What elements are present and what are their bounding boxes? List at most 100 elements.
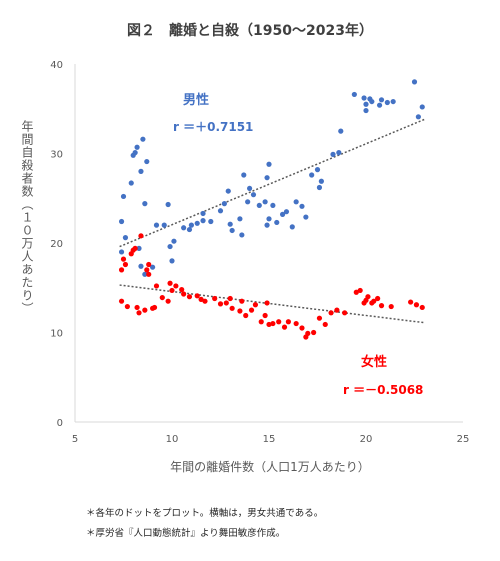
male-data-point [225,188,231,194]
male-data-point [247,185,253,192]
male-data-point [241,172,247,178]
male-data-point [363,107,369,114]
female-data-point [179,286,185,293]
male-data-point [136,245,142,251]
y-tick-label: 0 [57,418,63,429]
female-data-point [186,294,193,300]
footnote-source: ＊厚労省『人口動態統計』より舞田敏彦作成。 [86,528,286,539]
female-data-point [124,303,130,310]
male-data-point [140,136,146,142]
chart-title: 図２ 離婚と自殺（1950〜2023年） [127,23,373,39]
y-tick-label: 30 [50,150,63,161]
female-data-point [388,303,394,310]
male-data-point [256,202,262,209]
male-data-point [167,243,173,250]
male-data-point [266,216,272,222]
male-data-point [363,101,369,107]
male-data-point [419,104,425,110]
male-data-point [314,167,321,173]
female-data-point [419,304,425,311]
male-data-point [369,98,375,105]
male-data-point [118,218,125,225]
male-data-point [161,222,167,228]
male-data-point [144,158,150,165]
male-data-point [245,199,251,205]
x-axis-label: 年間の離婚件数（人口1万人あたり） [170,460,370,474]
male-data-point [274,219,280,226]
female-data-point [342,310,348,316]
female-data-point [223,300,229,306]
male-data-point [132,150,138,156]
female-data-point [262,312,268,319]
male-data-point [208,218,214,225]
female-data-point [146,261,152,268]
female-data-point [353,289,359,295]
male-data-point [120,193,127,200]
female-data-point [229,305,235,311]
female-data-point [258,319,264,325]
female-data-point [118,298,125,304]
x-tick-label: 10 [166,434,179,445]
male-data-point [289,224,295,230]
male-data-point [200,218,206,224]
female-data-point [316,315,323,321]
y-tick-label: 10 [50,329,63,340]
female-data-point [281,324,288,330]
female-data-point [194,293,200,299]
male-data-point [351,91,357,98]
male-data-point [128,180,134,186]
male-data-point [142,271,148,277]
female-data-point [237,308,243,314]
male-data-point [378,97,385,103]
female-data-point [371,298,377,304]
female-data-point [413,302,420,308]
male-data-point [118,249,125,255]
female-data-point [198,296,204,302]
female-data-point [146,271,152,277]
male-data-point [376,102,383,108]
female-data-point [357,287,363,294]
female-series-label: 女性 [361,354,387,370]
x-tick-label: 15 [263,434,276,445]
male-data-point [390,98,396,105]
male-data-point [411,79,418,85]
x-tick-label: 5 [72,434,78,445]
female-data-point [118,267,125,273]
x-tick-label: 20 [360,434,373,445]
footnote-method: ＊各年のドットをプロット。横軸は，男女共通である。 [86,508,324,519]
male-data-point [134,144,140,150]
female-data-point [239,298,245,304]
male-data-point [264,222,270,228]
y-axis-label: 年間自殺者数（１０万人あたり） [20,120,34,315]
female-data-point [165,298,171,304]
male-data-point [200,210,206,217]
female-data-point [134,304,140,311]
female-data-point [136,310,142,316]
female-data-point [122,261,129,268]
male-data-point [169,258,175,264]
male-data-point [221,201,227,207]
male-data-point [303,214,309,220]
male-data-point [181,225,187,231]
female-data-point [153,283,160,289]
male-data-point [138,263,144,269]
male-correlation-label: r ＝＋0.7151 [173,120,253,134]
x-tick-label: 25 [457,434,470,445]
female-data-point [305,330,311,336]
female-trendline [119,284,425,324]
male-data-point [415,114,421,120]
male-series-label: 男性 [183,92,209,108]
female-data-point [266,321,272,328]
male-data-point [138,168,144,174]
female-data-point [408,299,414,305]
female-data-point [202,298,208,304]
female-data-point [293,320,299,327]
male-data-point [330,151,336,157]
male-data-point [227,221,233,227]
male-data-point [338,128,344,134]
female-data-point [252,302,259,308]
female-data-point [138,233,144,239]
male-data-point [279,211,286,217]
female-data-point [151,304,158,311]
